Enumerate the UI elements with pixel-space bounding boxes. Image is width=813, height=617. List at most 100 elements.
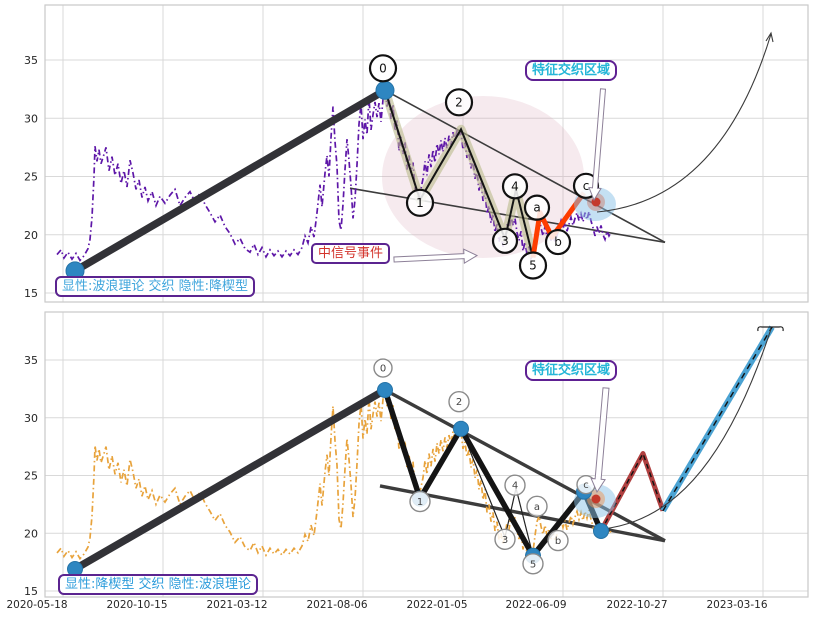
wave-label-text: 2 <box>455 95 463 109</box>
bottom-panel: 35 30 25 20 15 0 1 2 3 4 5 a b c <box>24 311 809 598</box>
wave-label-circle <box>448 391 470 413</box>
gridlines <box>45 5 808 302</box>
wedge-wave-line <box>382 389 604 559</box>
wave-label-text: 2 <box>456 397 462 408</box>
region-pointer-arrow <box>590 387 610 494</box>
pivot-dot <box>453 420 469 437</box>
wave-label-5: 5 <box>518 251 548 280</box>
y-tick-label: 30 <box>24 412 38 425</box>
y-tick-label: 25 <box>24 171 38 184</box>
wave-label-circle <box>491 227 519 254</box>
wave-label-text: 0 <box>380 364 386 375</box>
wave-label-circle <box>368 54 398 83</box>
panel-border <box>44 4 809 303</box>
y-tick-label: 35 <box>24 354 38 367</box>
x-tick-label: 2021-08-06 <box>306 599 367 611</box>
wave-label-text: c <box>583 179 590 193</box>
wave-label-4: 4 <box>501 173 529 200</box>
wave-label-a: a <box>526 495 548 518</box>
region-pointer-arrow <box>588 88 607 202</box>
x-tick-label: 2022-06-09 <box>505 599 566 611</box>
wave-label-circle <box>544 228 572 256</box>
wave-label-circle <box>501 173 529 200</box>
forecast-curve-arrow <box>601 328 772 530</box>
wave-label-text: a <box>534 502 540 513</box>
forecast-arrowhead <box>765 31 774 43</box>
top-feature-region-label: 特征交织区域 <box>525 60 618 81</box>
y-tick-label: 30 <box>24 112 38 125</box>
wave-label-circle <box>518 251 548 280</box>
signal-event-label: 中信号事件 <box>311 243 391 264</box>
wedge-upper-line <box>384 388 666 543</box>
blue-projection-dashes <box>662 326 773 512</box>
wave-label-2: 2 <box>448 391 470 413</box>
wave-label-3: 3 <box>491 227 519 254</box>
x-tick-label: 2020-10-15 <box>106 599 167 611</box>
x-tick-label: 2021-03-12 <box>206 599 267 611</box>
pivot-dot <box>375 80 395 100</box>
wave-label-circle <box>405 188 435 217</box>
y-tick-label: 15 <box>24 287 38 300</box>
impulse-wave-line <box>384 89 534 258</box>
wave-label-text: c <box>583 480 589 491</box>
wave-label-text: b <box>555 536 561 547</box>
panel-border <box>44 311 809 598</box>
wave-label-text: 1 <box>417 497 423 508</box>
y-tick-label: 20 <box>24 229 38 242</box>
wave-label-text: 5 <box>530 559 536 570</box>
y-tick-label: 15 <box>24 585 38 598</box>
bottom-pattern-tag-label: 显性:降楔型 交织 隐性:波浪理论 <box>58 574 259 595</box>
wave-label-b: b <box>547 529 569 552</box>
top-panel: 35 30 25 20 15 0 1 2 3 4 5 a b c <box>24 4 809 303</box>
wave-label-1: 1 <box>409 490 431 513</box>
wave-label-text: a <box>533 201 540 215</box>
rally-line <box>71 386 389 573</box>
wave-label-circle <box>523 194 551 221</box>
y-tick-label: 25 <box>24 470 38 483</box>
highlight-dot <box>591 494 601 504</box>
wave-label-circle <box>522 553 544 575</box>
wave-label-4: 4 <box>504 474 526 496</box>
wave-label-circle <box>373 358 393 378</box>
wave-label-text: 1 <box>416 196 424 210</box>
signal-event-arrow <box>393 248 479 264</box>
y-tick-label: 20 <box>24 527 38 540</box>
wave-label-text: 4 <box>511 179 519 193</box>
forecast-curve-arrow <box>596 33 772 213</box>
wedge-upper-line <box>384 89 666 244</box>
pivot-dot <box>377 382 393 399</box>
wave-label-text: 3 <box>501 234 509 248</box>
wave-label-text: b <box>554 235 562 249</box>
wave-label-3: 3 <box>494 528 516 550</box>
wave-label-text: 4 <box>512 481 518 492</box>
wave-label-circle <box>494 528 516 550</box>
x-tick-label: 2020-05-18 <box>6 599 67 611</box>
projection-top-cap <box>757 326 784 332</box>
y-tick-label: 35 <box>24 54 38 67</box>
bottom-feature-region-label: 特征交织区域 <box>525 360 618 381</box>
x-tick-label: 2023-03-16 <box>706 599 767 611</box>
wave-label-a: a <box>523 194 551 221</box>
wave-label-0: 0 <box>368 54 398 83</box>
wave-label-0: 0 <box>373 358 393 378</box>
wave-label-circle <box>547 529 569 552</box>
wave-label-text: 3 <box>502 535 508 546</box>
wave-label-2: 2 <box>444 88 474 117</box>
top-pattern-tag-label: 显性:波浪理论 交织 隐性:降楔型 <box>55 276 256 297</box>
rally-line <box>71 86 389 275</box>
wave-label-circle <box>409 490 431 513</box>
wave-label-text: 0 <box>379 61 387 75</box>
highlight-dot <box>591 197 601 207</box>
x-tick-label: 2022-10-27 <box>606 599 667 611</box>
wave-label-text: 5 <box>529 258 537 272</box>
wave-label-1: 1 <box>405 188 435 217</box>
abc-correction-line <box>530 191 587 258</box>
wave-label-5: 5 <box>522 553 544 575</box>
pivot-dot <box>593 522 609 539</box>
x-tick-label: 2022-01-05 <box>406 599 467 611</box>
wave-label-circle <box>444 88 474 117</box>
wave-label-circle <box>504 474 526 496</box>
wave-label-b: b <box>544 228 572 256</box>
